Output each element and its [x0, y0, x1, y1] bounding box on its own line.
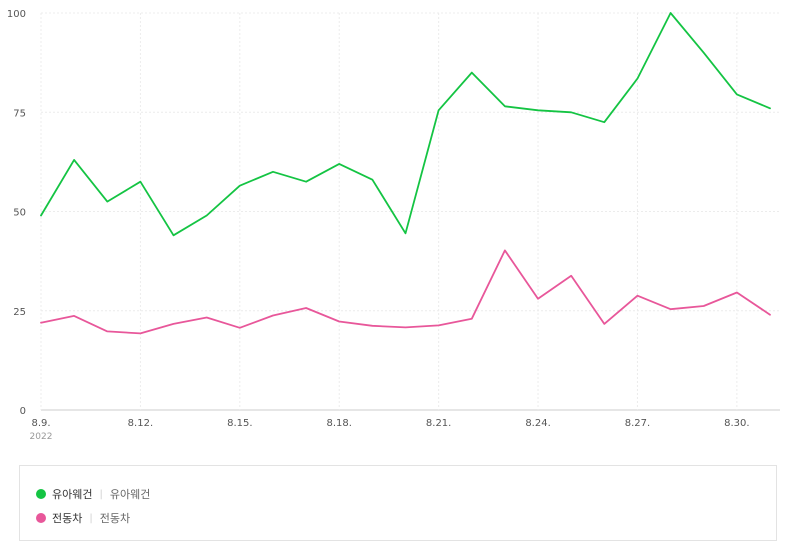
x-tick-label: 8.18.	[327, 418, 352, 429]
chart-svg: 0 25 50 75 100 8.9. 8.12. 8.15. 8.18. 8.21. 8.24. 8…	[7, 9, 780, 442]
x-tick-label: 8.9.	[31, 418, 50, 429]
legend-separator: |	[89, 512, 93, 524]
legend-item-series-2[interactable]: 전동차 | 전동차	[36, 510, 130, 526]
x-tick-label: 8.15.	[227, 418, 252, 429]
y-tick-label: 0	[20, 406, 26, 417]
x-tick-label: 8.21.	[426, 418, 451, 429]
y-tick-label: 25	[13, 307, 26, 318]
legend-sublabel: 전동차	[99, 512, 131, 525]
legend-separator: |	[99, 488, 103, 500]
legend: 유아웨건 | 유아웨건 전동차 | 전동차	[19, 465, 777, 541]
legend-dot-icon	[36, 489, 46, 499]
x-tick-label: 8.24.	[525, 418, 550, 429]
y-tick-label: 50	[13, 208, 26, 219]
y-tick-label: 100	[7, 9, 26, 20]
legend-dot-icon	[36, 513, 46, 523]
x-year-label: 2022	[30, 432, 53, 442]
x-tick-label: 8.12.	[128, 418, 153, 429]
legend-item-series-1[interactable]: 유아웨건 | 유아웨건	[36, 486, 150, 502]
line-chart: 0 25 50 75 100 8.9. 8.12. 8.15. 8.18. 8.21. 8.24. 8…	[7, 9, 780, 442]
series-line-1	[40, 12, 771, 237]
y-tick-label: 75	[13, 108, 26, 119]
legend-label: 전동차	[52, 512, 83, 525]
legend-label: 유아웨건	[52, 488, 93, 501]
x-tick-label: 8.30.	[724, 418, 749, 429]
series-line-2	[40, 249, 771, 335]
x-tick-label: 8.27.	[625, 418, 650, 429]
legend-sublabel: 유아웨건	[109, 488, 151, 501]
